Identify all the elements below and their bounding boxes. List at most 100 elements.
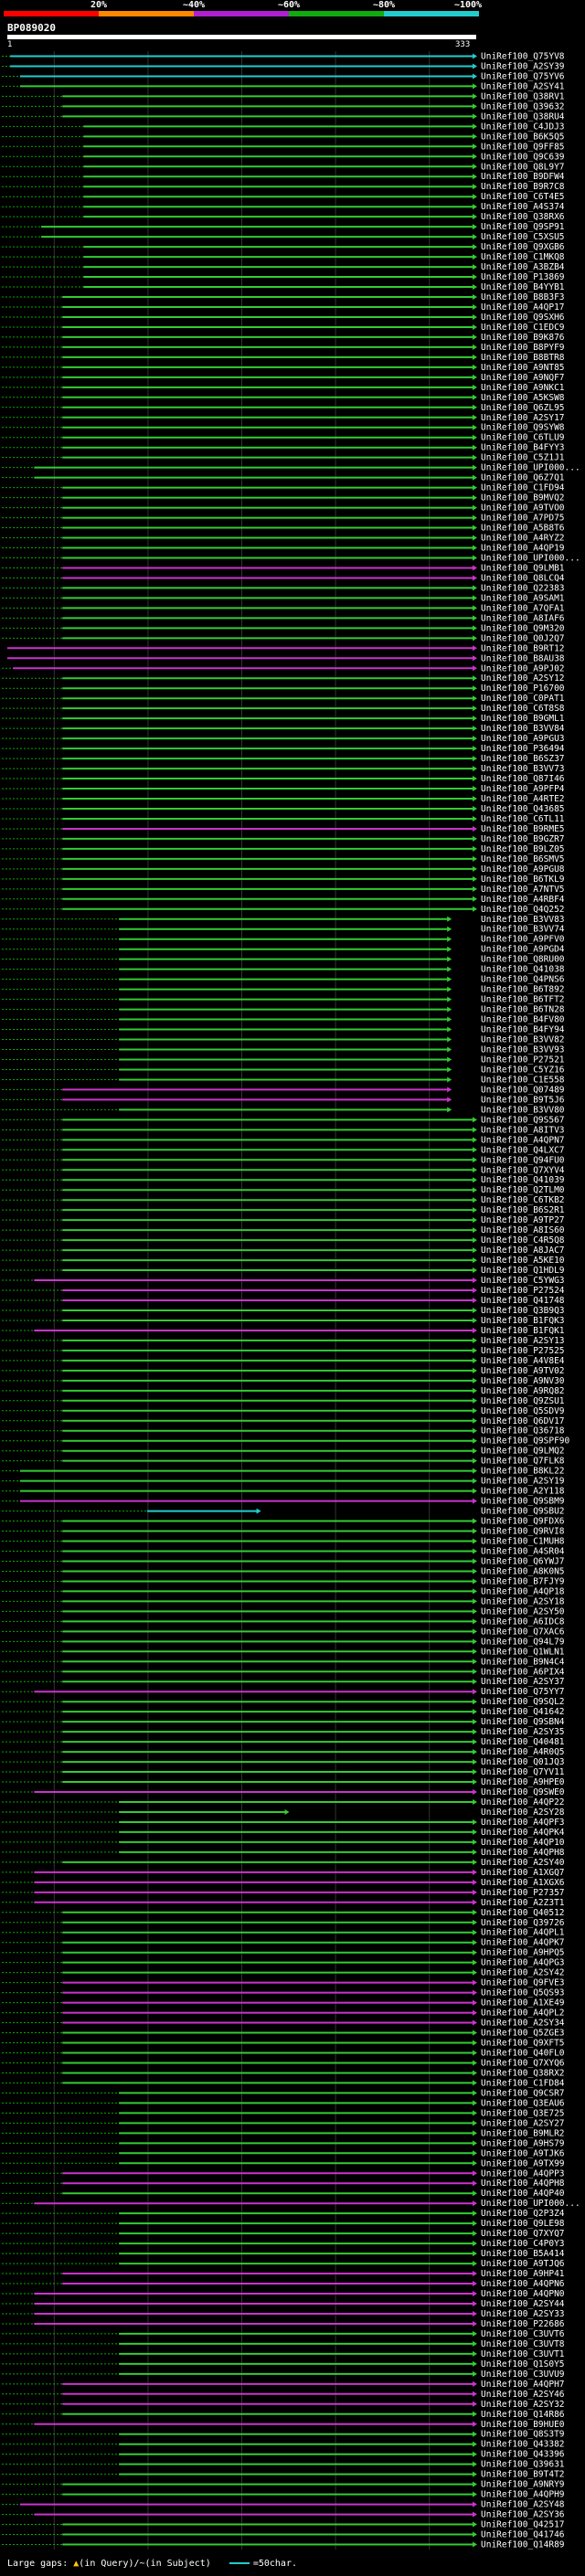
hit-label[interactable]: UniRef100_B4FY94 <box>481 1025 565 1035</box>
hit-label[interactable]: UniRef100_Q4Q252 <box>481 905 565 915</box>
hit-label[interactable]: UniRef100_Q4LXC7 <box>481 1145 565 1155</box>
hit-label[interactable]: UniRef100_A4QPK4 <box>481 1828 565 1838</box>
hit-label[interactable]: UniRef100_A4V8E4 <box>481 1356 565 1366</box>
hit-label[interactable]: UniRef100_A4QPL1 <box>481 1928 565 1938</box>
hit-label[interactable]: UniRef100_C1MUH8 <box>481 1537 565 1547</box>
hit-label[interactable]: UniRef100_A9HP41 <box>481 2269 565 2279</box>
hit-label[interactable]: UniRef100_A9SAM1 <box>481 593 565 603</box>
hit-label[interactable]: UniRef100_A4QP40 <box>481 2189 565 2199</box>
hit-label[interactable]: UniRef100_Q75YV8 <box>481 51 565 61</box>
hit-label[interactable]: UniRef100_Q38RX2 <box>481 2068 565 2078</box>
hit-label[interactable]: UniRef100_Q9M320 <box>481 623 565 633</box>
hit-label[interactable]: UniRef100_Q43685 <box>481 804 565 814</box>
hit-label[interactable]: UniRef100_Q14R86 <box>481 2410 565 2420</box>
hit-label[interactable]: UniRef100_A4QPN7 <box>481 1135 565 1145</box>
hit-label[interactable]: UniRef100_Q14R89 <box>481 2540 565 2550</box>
hit-label[interactable]: UniRef100_UPI000... <box>481 2199 580 2209</box>
hit-label[interactable]: UniRef100_A7NTV5 <box>481 885 565 895</box>
hit-label[interactable]: UniRef100_Q38RV1 <box>481 91 565 101</box>
hit-label[interactable]: UniRef100_A2SY48 <box>481 2500 565 2510</box>
hit-label[interactable]: UniRef100_Q6YWJ7 <box>481 1556 565 1566</box>
hit-label[interactable]: UniRef100_B6TKL9 <box>481 875 565 885</box>
hit-label[interactable]: UniRef100_A2Y118 <box>481 1487 565 1497</box>
hit-label[interactable]: UniRef100_Q01JQ3 <box>481 1757 565 1767</box>
hit-label[interactable]: UniRef100_Q1HDL9 <box>481 1266 565 1276</box>
hit-label[interactable]: UniRef100_A6IDC8 <box>481 1617 565 1627</box>
hit-label[interactable]: UniRef100_Q7XYQ7 <box>481 2229 565 2239</box>
hit-label[interactable]: UniRef100_Q9XGB6 <box>481 242 565 252</box>
hit-label[interactable]: UniRef100_A4QPH9 <box>481 2490 565 2500</box>
hit-label[interactable]: UniRef100_B9K876 <box>481 333 565 343</box>
hit-label[interactable]: UniRef100_C6T4E5 <box>481 192 565 202</box>
hit-label[interactable]: UniRef100_B6TN28 <box>481 1005 565 1015</box>
hit-label[interactable]: UniRef100_B8PYF9 <box>481 343 565 353</box>
hit-label[interactable]: UniRef100_C4R5Q8 <box>481 1235 565 1246</box>
hit-label[interactable]: UniRef100_Q39726 <box>481 1918 565 1928</box>
hit-label[interactable]: UniRef100_A1XGQ7 <box>481 1868 565 1878</box>
hit-label[interactable]: UniRef100_A9HPQ5 <box>481 1948 565 1958</box>
hit-label[interactable]: UniRef100_C1MKQ8 <box>481 252 565 262</box>
hit-label[interactable]: UniRef100_C4P0Y3 <box>481 2239 565 2249</box>
hit-label[interactable]: UniRef100_A9PJ02 <box>481 663 565 673</box>
hit-label[interactable]: UniRef100_B3VV82 <box>481 1035 565 1045</box>
hit-label[interactable]: UniRef100_B7FJY9 <box>481 1576 565 1586</box>
hit-label[interactable]: UniRef100_A7PD75 <box>481 514 565 524</box>
hit-label[interactable]: UniRef100_A9TP27 <box>481 1215 565 1225</box>
hit-label[interactable]: UniRef100_B8BTR8 <box>481 353 565 363</box>
hit-label[interactable]: UniRef100_Q9SYW8 <box>481 423 565 433</box>
hit-label[interactable]: UniRef100_Q9SBU2 <box>481 1507 565 1517</box>
hit-label[interactable]: UniRef100_Q9SWE0 <box>481 1787 565 1797</box>
hit-label[interactable]: UniRef100_A4RYZ2 <box>481 534 565 544</box>
hit-label[interactable]: UniRef100_A2SY37 <box>481 1677 565 1687</box>
hit-label[interactable]: UniRef100_Q39632 <box>481 101 565 111</box>
hit-label[interactable]: UniRef100_A4R0Q5 <box>481 1747 565 1757</box>
hit-label[interactable]: UniRef100_Q9SP91 <box>481 222 565 232</box>
hit-label[interactable]: UniRef100_C3UVT6 <box>481 2329 565 2339</box>
hit-label[interactable]: UniRef100_B9MVQ2 <box>481 493 565 504</box>
hit-label[interactable]: UniRef100_A8K0N5 <box>481 1566 565 1576</box>
hit-label[interactable]: UniRef100_Q40481 <box>481 1737 565 1747</box>
hit-label[interactable]: UniRef100_A4QPH7 <box>481 2380 565 2390</box>
hit-label[interactable]: UniRef100_A2SY33 <box>481 2309 565 2319</box>
hit-label[interactable]: UniRef100_Q9SPF90 <box>481 1436 570 1447</box>
hit-label[interactable]: UniRef100_B6SMV5 <box>481 854 565 864</box>
hit-label[interactable]: UniRef100_C3UVU9 <box>481 2369 565 2380</box>
hit-label[interactable]: UniRef100_Q9CSR7 <box>481 2088 565 2098</box>
hit-label[interactable]: UniRef100_Q9FVE3 <box>481 1978 565 1988</box>
hit-label[interactable]: UniRef100_A4QP10 <box>481 1838 565 1848</box>
hit-label[interactable]: UniRef100_P27524 <box>481 1286 565 1296</box>
hit-label[interactable]: UniRef100_B9RME5 <box>481 824 565 834</box>
hit-label[interactable]: UniRef100_A2SY34 <box>481 2019 565 2029</box>
hit-label[interactable]: UniRef100_Q5ZGE3 <box>481 2029 565 2039</box>
hit-label[interactable]: UniRef100_B9GZR7 <box>481 834 565 844</box>
hit-label[interactable]: UniRef100_A4QP17 <box>481 302 565 313</box>
hit-label[interactable]: UniRef100_C0PAT1 <box>481 694 565 704</box>
hit-label[interactable]: UniRef100_A9NKC1 <box>481 383 565 393</box>
hit-label[interactable]: UniRef100_B1FQK1 <box>481 1326 565 1336</box>
hit-label[interactable]: UniRef100_A4QPG3 <box>481 1958 565 1968</box>
hit-label[interactable]: UniRef100_Q39631 <box>481 2460 565 2470</box>
hit-label[interactable]: UniRef100_A4QPP3 <box>481 2168 565 2178</box>
hit-label[interactable]: UniRef100_A4QPK7 <box>481 1938 565 1948</box>
hit-label[interactable]: UniRef100_Q3E725 <box>481 2108 565 2118</box>
hit-label[interactable]: UniRef100_B9T5J6 <box>481 1095 565 1105</box>
hit-label[interactable]: UniRef100_C3UVT8 <box>481 2339 565 2349</box>
hit-label[interactable]: UniRef100_A3BZB4 <box>481 262 565 272</box>
hit-label[interactable]: UniRef100_Q2P3Z4 <box>481 2209 565 2219</box>
hit-label[interactable]: UniRef100_Q9S567 <box>481 1115 565 1125</box>
hit-label[interactable]: UniRef100_A9PGD4 <box>481 945 565 955</box>
hit-label[interactable]: UniRef100_Q6DV17 <box>481 1416 565 1426</box>
hit-label[interactable]: UniRef100_UPI000... <box>481 553 580 563</box>
hit-label[interactable]: UniRef100_A2SY17 <box>481 413 565 423</box>
hit-label[interactable]: UniRef100_A9NRY9 <box>481 2480 565 2490</box>
hit-label[interactable]: UniRef100_Q41746 <box>481 2530 565 2540</box>
hit-label[interactable]: UniRef100_A9NV30 <box>481 1376 565 1386</box>
hit-label[interactable]: UniRef100_A4QPF3 <box>481 1818 565 1828</box>
hit-label[interactable]: UniRef100_B8KL22 <box>481 1467 565 1477</box>
hit-label[interactable]: UniRef100_A2SY18 <box>481 1596 565 1606</box>
hit-label[interactable]: UniRef100_C1FD94 <box>481 483 565 493</box>
hit-label[interactable]: UniRef100_Q7YV11 <box>481 1767 565 1777</box>
hit-label[interactable]: UniRef100_A4QPL2 <box>481 2009 565 2019</box>
hit-label[interactable]: UniRef100_A2SY40 <box>481 1858 565 1868</box>
hit-label[interactable]: UniRef100_A2Z3T1 <box>481 1898 565 1908</box>
